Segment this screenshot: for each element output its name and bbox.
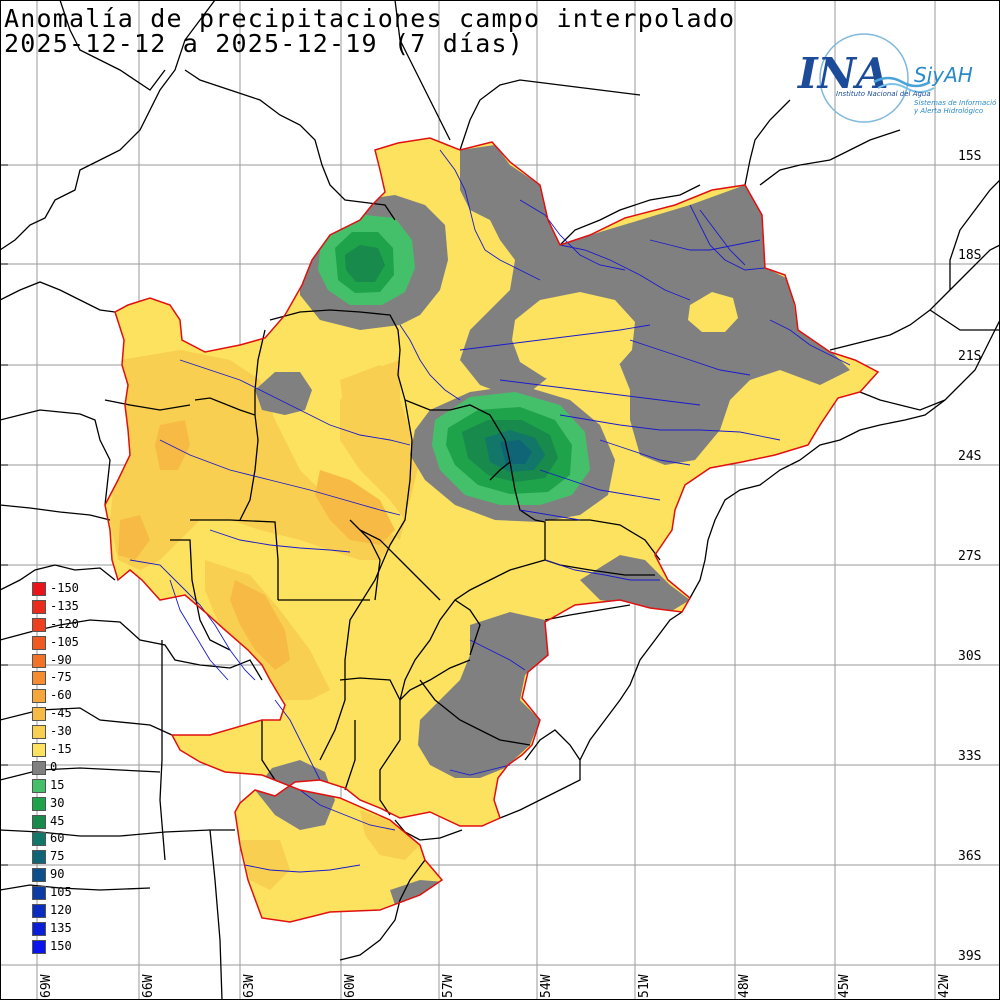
legend-label: 120 [50, 903, 72, 918]
legend-label: -90 [50, 652, 72, 667]
legend-swatch [32, 743, 46, 758]
legend-swatch [32, 725, 46, 740]
legend-item: -60 [32, 687, 92, 705]
legend-label: 60 [50, 831, 65, 846]
map-title-line-1: Anomalía de precipitaciones campo interp… [4, 4, 736, 33]
legend-item: 30 [32, 795, 92, 813]
longitude-label: 60W [343, 974, 358, 998]
legend-item: -90 [32, 652, 92, 670]
latitude-label: 24S [958, 449, 982, 464]
legend-label: -30 [50, 724, 72, 739]
legend-swatch [32, 832, 46, 847]
legend-item: 45 [32, 813, 92, 831]
legend-label: 90 [50, 867, 65, 882]
legend-label: -135 [50, 598, 79, 613]
legend-swatch [32, 814, 46, 829]
longitude-label: 51W [637, 974, 652, 998]
legend-swatch [32, 778, 46, 793]
logo-system: SiyAH [914, 63, 973, 87]
longitude-label: 45W [837, 974, 852, 998]
legend-item: 60 [32, 830, 92, 848]
legend-label: 150 [50, 938, 72, 953]
latitude-label: 33S [958, 749, 982, 764]
legend-label: 30 [50, 795, 65, 810]
legend-label: 105 [50, 885, 72, 900]
legend-item: 0 [32, 759, 92, 777]
legend-label: -120 [50, 616, 79, 631]
legend-label: 15 [50, 777, 65, 792]
legend-swatch [32, 671, 46, 686]
legend-label: 45 [50, 813, 65, 828]
legend-label: -150 [50, 581, 79, 595]
legend-swatch [32, 886, 46, 901]
logo-brand: INA [797, 49, 889, 98]
legend-label: -75 [50, 670, 72, 685]
longitude-label: 42W [937, 974, 952, 998]
legend-swatch [32, 617, 46, 632]
legend-item: -15 [32, 741, 92, 759]
legend-item: -120 [32, 616, 92, 634]
legend-item: 75 [32, 848, 92, 866]
legend-swatch [32, 939, 46, 954]
legend-item: -150 [32, 580, 92, 598]
color-legend: -150 -135 -120 -105 -90 -75 -60 -45 -30 -15 0 15 30 4… [32, 580, 92, 956]
longitude-label: 48W [737, 974, 752, 998]
longitude-label: 66W [141, 974, 156, 998]
legend-swatch [32, 921, 46, 936]
longitude-label: 54W [539, 974, 554, 998]
legend-item: -30 [32, 723, 92, 741]
map-title-line-2: 2025-12-12 a 2025-12-19 (7 días) [4, 29, 525, 58]
left-axis-ticks [0, 164, 8, 866]
legend-label: 135 [50, 920, 72, 935]
logo-line-1: Instituto Nacional del Agua [836, 90, 931, 98]
basin-outline [104, 137, 880, 923]
legend-label: -15 [50, 742, 72, 757]
legend-swatch [32, 850, 46, 865]
legend-label: -105 [50, 634, 79, 649]
legend-swatch [32, 760, 46, 775]
legend-item: 135 [32, 920, 92, 938]
legend-item: -135 [32, 598, 92, 616]
latitude-label: 18S [958, 248, 982, 263]
longitude-label: 57W [441, 974, 456, 998]
legend-item: 105 [32, 884, 92, 902]
latitude-label: 27S [958, 549, 982, 564]
legend-item: 120 [32, 902, 92, 920]
longitude-label: 63W [242, 974, 257, 998]
latitude-label: 36S [958, 849, 982, 864]
legend-swatch [32, 582, 46, 596]
legend-swatch [32, 868, 46, 883]
legend-item: 150 [32, 938, 92, 956]
legend-label: -60 [50, 688, 72, 703]
legend-swatch [32, 599, 46, 614]
legend-swatch [32, 904, 46, 919]
logo-line-3: y Alerta Hidrológico [913, 107, 983, 115]
latitude-label: 39S [958, 949, 982, 964]
latitude-label: 21S [958, 349, 982, 364]
logo-line-2: Sistemas de Información [914, 99, 996, 107]
legend-swatch [32, 635, 46, 650]
legend-item: -105 [32, 634, 92, 652]
legend-label: 0 [50, 759, 58, 774]
legend-swatch [32, 689, 46, 704]
legend-item: -75 [32, 669, 92, 687]
legend-swatch [32, 707, 46, 722]
legend-swatch [32, 653, 46, 668]
latitude-label: 15S [958, 149, 982, 164]
latitude-label: 30S [958, 649, 982, 664]
legend-item: 90 [32, 866, 92, 884]
legend-item: 15 [32, 777, 92, 795]
ina-siyah-logo: INA SiyAH Instituto Nacional del Agua Si… [797, 33, 996, 123]
legend-label: 75 [50, 849, 65, 864]
longitude-label: 69W [39, 974, 54, 998]
rivers [129, 149, 851, 873]
legend-label: -45 [50, 706, 72, 721]
legend-item: -45 [32, 705, 92, 723]
legend-swatch [32, 796, 46, 811]
